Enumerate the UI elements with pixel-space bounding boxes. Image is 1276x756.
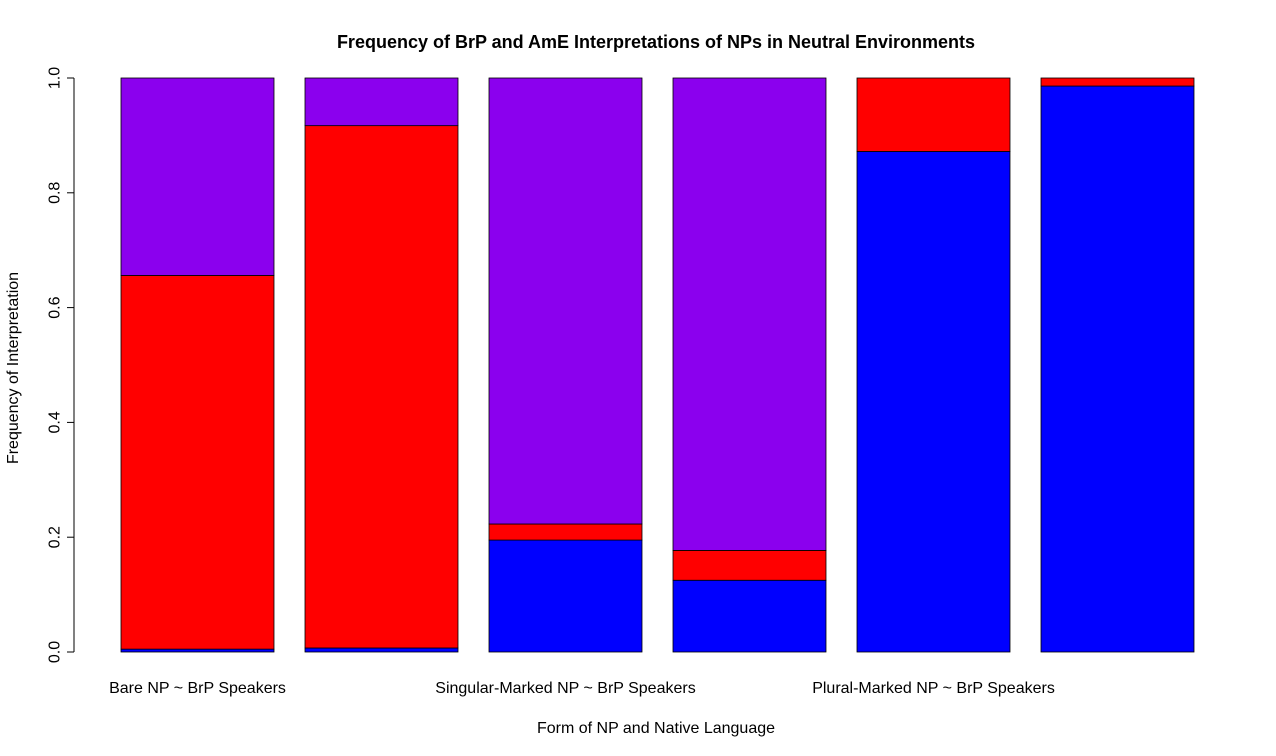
bar-3	[488, 77, 643, 653]
bar-5	[856, 77, 1011, 653]
y-tick-label: 1.0	[47, 67, 64, 89]
y-tick-label: 0.8	[47, 182, 64, 204]
bar-segment-blue	[120, 648, 275, 653]
bar-segment-purple	[120, 77, 275, 276]
bar-segment-blue	[672, 579, 827, 653]
y-tick-label: 0.4	[47, 411, 64, 433]
bar-segment-red	[488, 523, 643, 541]
bar-segment-red	[304, 125, 459, 649]
x-category-label: Singular-Marked NP ~ BrP Speakers	[435, 680, 695, 697]
bar-segment-purple	[304, 77, 459, 127]
bar-segment-blue	[856, 151, 1011, 653]
bar-segment-blue	[488, 539, 643, 653]
bar-segment-red	[856, 77, 1011, 152]
bar-segment-purple	[488, 77, 643, 525]
bar-segment-red	[120, 275, 275, 650]
bar-segment-purple	[672, 77, 827, 551]
y-axis: 0.0 0.2 0.4 0.6 0.8 1.0	[47, 67, 75, 663]
chart-title: Frequency of BrP and AmE Interpretations…	[337, 32, 975, 52]
bar-4	[672, 77, 827, 653]
y-tick-label: 0.0	[47, 641, 64, 663]
bars-group	[120, 77, 1195, 653]
bar-segment-blue	[304, 647, 459, 653]
bar-2	[304, 77, 459, 653]
x-axis-label: Form of NP and Native Language	[537, 720, 775, 737]
x-category-label: Plural-Marked NP ~ BrP Speakers	[812, 680, 1055, 697]
y-tick-label: 0.6	[47, 296, 64, 318]
bar-6	[1040, 77, 1195, 653]
x-category-label: Bare NP ~ BrP Speakers	[109, 680, 286, 697]
bar-1	[120, 77, 275, 653]
y-axis-label: Frequency of Interpretation	[5, 272, 22, 464]
y-tick-label: 0.2	[47, 526, 64, 548]
bar-segment-blue	[1040, 85, 1195, 653]
x-category-labels: Bare NP ~ BrP Speakers Singular-Marked NP…	[109, 680, 1055, 697]
bar-segment-red	[1040, 77, 1195, 87]
bar-segment-red	[672, 550, 827, 581]
